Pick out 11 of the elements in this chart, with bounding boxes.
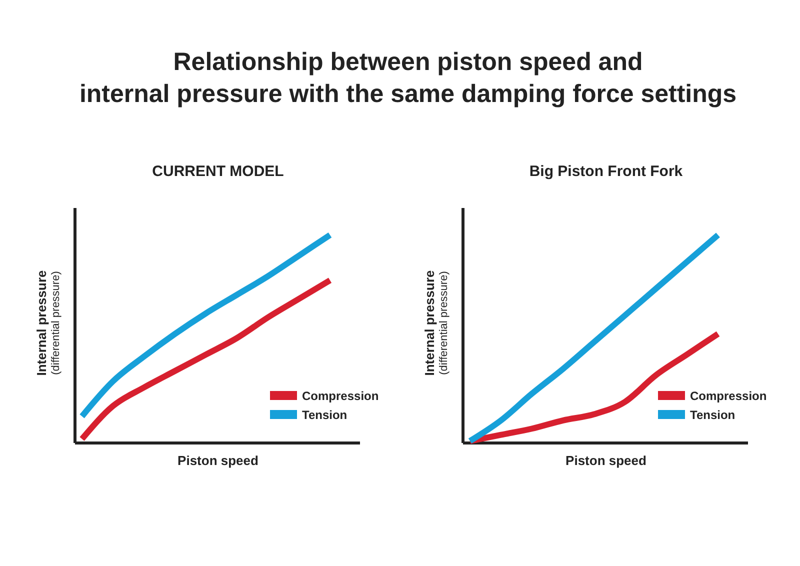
- chart-title: CURRENT MODEL: [152, 163, 284, 180]
- legend-label: Tension: [302, 408, 348, 422]
- text: Relationship between piston speed and internal pressure with the same damping force settings: [79, 48, 737, 108]
- legend-label: Compression: [302, 389, 379, 403]
- legend-label: Tension: [690, 408, 736, 422]
- x-axis-title: Piston speed: [178, 453, 259, 468]
- x-axis-title: Piston speed: [566, 453, 647, 468]
- chart-title: Big Piston Front Fork: [529, 163, 684, 180]
- y-axis-title: Internal pressure (differential pressure): [422, 270, 450, 376]
- y-axis-title: Internal pressure (differential pressure): [34, 270, 62, 376]
- legend-label: Compression: [690, 389, 767, 403]
